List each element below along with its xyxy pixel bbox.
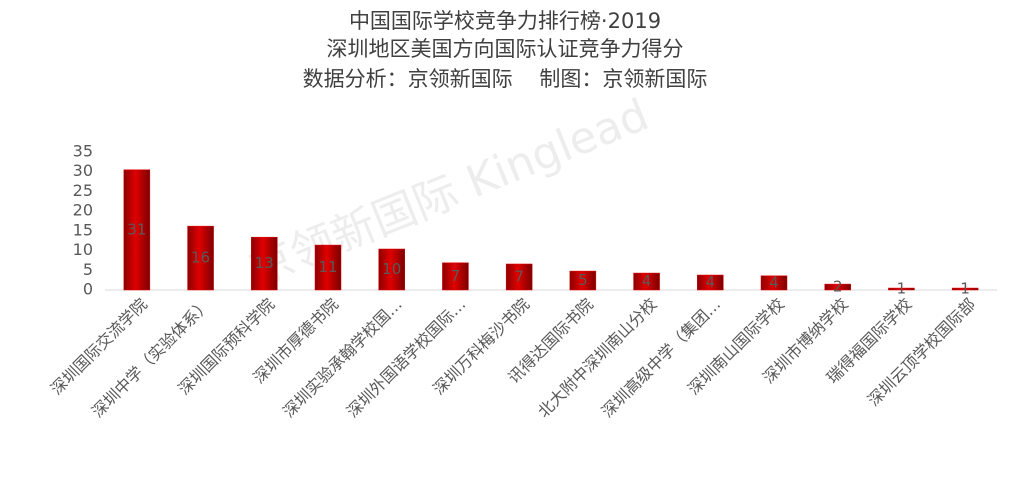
x-tick-label: 北大附中深圳南山分校 xyxy=(534,295,661,422)
y-tick-label: 25 xyxy=(73,181,93,200)
data-label: 7 xyxy=(514,267,524,285)
chart-source: 数据分析：京领新国际 制图：京领新国际 xyxy=(303,67,708,91)
data-label: 7 xyxy=(451,267,461,285)
y-tick-label: 15 xyxy=(73,220,93,239)
x-tick-label: 深圳实验承翰学校国… xyxy=(279,295,406,422)
bar xyxy=(888,287,915,291)
chart-title: 中国国际学校竞争力排行榜·2019 xyxy=(349,9,661,33)
data-label: 31 xyxy=(127,220,146,238)
data-label: 1 xyxy=(960,280,970,298)
bar xyxy=(251,236,278,291)
data-label: 2 xyxy=(833,278,843,296)
data-label: 4 xyxy=(706,273,716,291)
data-label: 4 xyxy=(769,273,779,291)
bar xyxy=(697,274,724,291)
x-tick-label: 深圳外国语学校国际… xyxy=(343,295,470,422)
x-tick-label: 深圳云顶学校国际部 xyxy=(864,295,979,410)
bar xyxy=(187,225,214,291)
bar xyxy=(505,263,533,291)
bar xyxy=(442,262,469,291)
x-tick-label: 深圳高级中学（集团… xyxy=(598,295,725,422)
bar xyxy=(824,283,851,291)
data-label: 1 xyxy=(897,280,907,298)
bar xyxy=(633,272,660,291)
y-tick-label: 30 xyxy=(73,161,93,180)
data-label: 10 xyxy=(382,260,401,278)
y-tick-label: 35 xyxy=(73,142,93,161)
chart-subtitle: 深圳地区美国方向国际认证竞争力得分 xyxy=(327,37,684,61)
bar xyxy=(123,169,151,291)
bar xyxy=(378,248,405,291)
data-label: 11 xyxy=(318,258,337,276)
y-tick-label: 0 xyxy=(83,280,93,299)
x-tick-label: 深圳中学（实验体系） xyxy=(88,295,215,422)
data-label: 4 xyxy=(642,272,652,290)
bar xyxy=(314,244,342,291)
y-tick-label: 20 xyxy=(73,201,93,220)
bar xyxy=(760,275,788,291)
bar xyxy=(951,287,979,291)
data-label: 16 xyxy=(191,249,210,267)
bar xyxy=(569,270,597,291)
y-tick-label: 10 xyxy=(73,240,93,259)
data-label: 13 xyxy=(255,254,274,272)
data-label: 5 xyxy=(578,271,588,289)
y-tick-label: 5 xyxy=(83,260,93,279)
